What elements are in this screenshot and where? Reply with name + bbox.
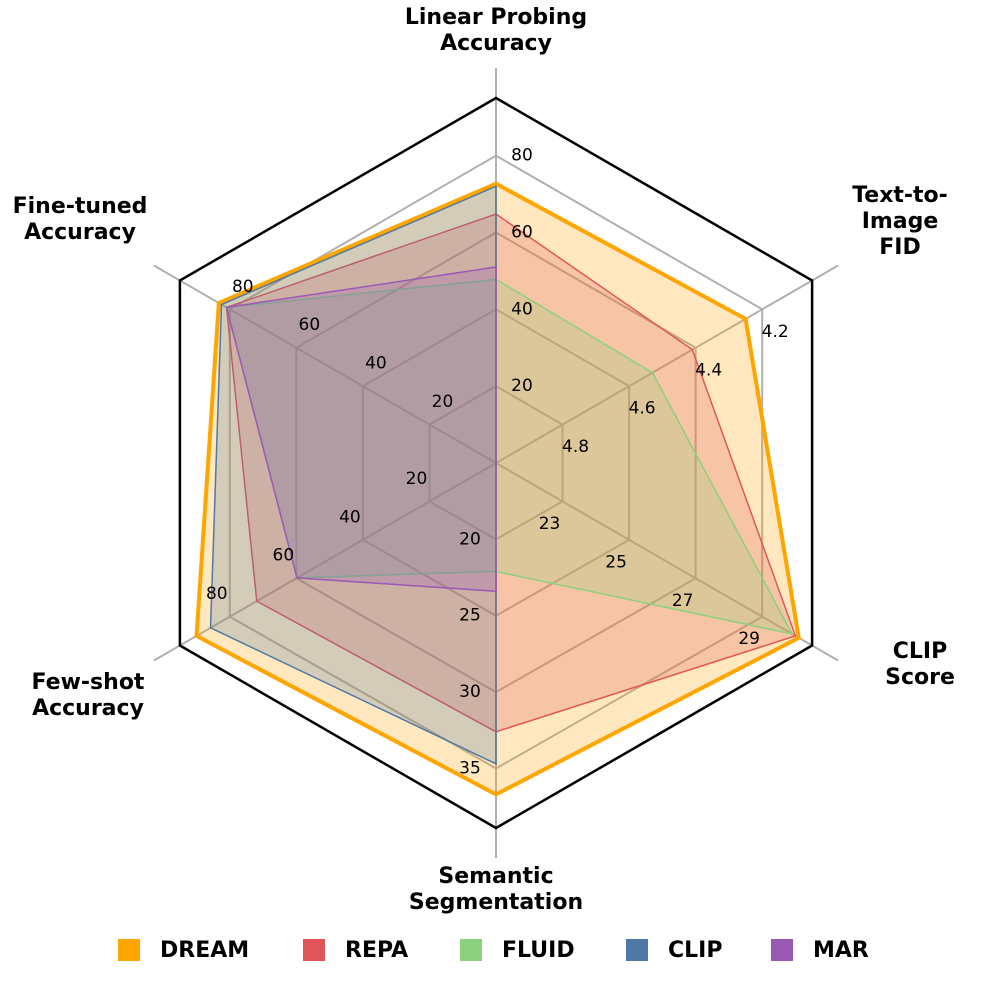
legend-swatch — [771, 939, 793, 961]
tick-label: 23 — [539, 514, 561, 534]
tick-label: 80 — [206, 584, 228, 604]
tick-label: 40 — [511, 299, 533, 319]
spoke — [495, 264, 839, 464]
axis-label: Linear Probing Accuracy — [404, 5, 588, 56]
legend-swatch — [626, 939, 648, 961]
legend-label: DREAM — [160, 938, 249, 963]
tick-label: 4.4 — [695, 360, 722, 380]
legend-label: REPA — [345, 938, 408, 963]
legend-label: MAR — [813, 938, 869, 963]
tick-label: 40 — [365, 354, 387, 374]
legend-item: DREAM — [118, 938, 249, 963]
tick-label: 25 — [459, 606, 481, 626]
tick-label: 60 — [511, 222, 533, 242]
series-area — [225, 266, 497, 593]
axis-label: Semantic Segmentation — [408, 864, 584, 915]
tick-label: 60 — [299, 315, 321, 335]
legend-swatch — [303, 939, 325, 961]
tick-label: 60 — [273, 546, 295, 566]
legend-swatch — [460, 939, 482, 961]
legend-item: CLIP — [626, 938, 722, 963]
legend-item: REPA — [303, 938, 408, 963]
tick-label: 80 — [511, 146, 533, 166]
axis-label: Text-to- Image FID — [852, 183, 948, 260]
tick-label: 4.6 — [629, 399, 656, 419]
axis-label: CLIP Score — [885, 639, 955, 690]
tick-label: 27 — [672, 591, 694, 611]
tick-label: 29 — [738, 629, 760, 649]
legend-label: CLIP — [668, 938, 722, 963]
axis-label: Few-shot Accuracy — [31, 670, 145, 721]
legend-item: FLUID — [460, 938, 575, 963]
tick-label: 4.8 — [562, 437, 589, 457]
series-area — [194, 181, 802, 797]
tick-label: 30 — [459, 682, 481, 702]
legend-item: MAR — [771, 938, 869, 963]
legend-swatch — [118, 939, 140, 961]
tick-label: 20 — [432, 392, 454, 412]
spoke — [153, 264, 497, 464]
tick-label: 35 — [459, 758, 481, 778]
axis-label: Fine-tuned Accuracy — [12, 194, 148, 245]
legend-label: FLUID — [502, 938, 575, 963]
grid-ring — [228, 154, 764, 770]
spoke — [495, 462, 839, 662]
frame — [178, 96, 814, 830]
tick-label: 20 — [511, 376, 533, 396]
tick-label: 4.2 — [762, 322, 789, 342]
tick-label: 80 — [232, 277, 254, 297]
tick-label: 25 — [605, 552, 627, 572]
tick-label: 20 — [459, 529, 481, 549]
tick-label: 40 — [339, 507, 361, 527]
tick-label: 20 — [406, 469, 428, 489]
